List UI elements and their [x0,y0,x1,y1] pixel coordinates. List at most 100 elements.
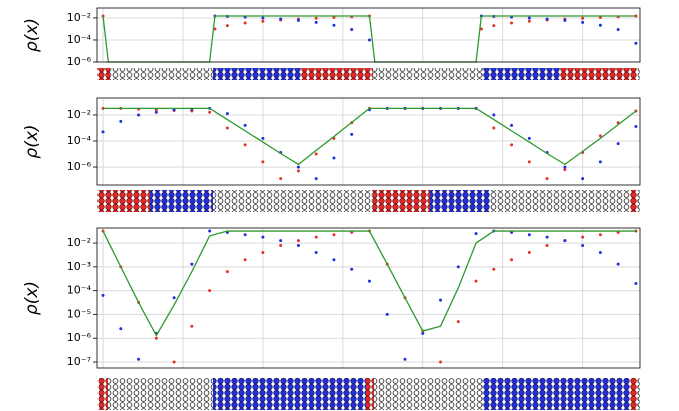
data-point [172,296,176,300]
data-point [492,126,496,130]
data-point [296,169,300,173]
y-tick-label: 10⁻⁴ [67,284,92,297]
data-point [581,16,585,20]
data-point [616,27,620,31]
data-point [137,113,141,117]
y-axis-label: ρ(x) [22,18,42,52]
data-point [367,279,371,283]
data-point [314,235,318,239]
data-point [439,298,443,302]
data-point [616,262,620,266]
series-line [102,15,636,63]
y-tick-label: 10⁻⁶ [67,55,92,68]
data-point [296,18,300,22]
data-point [634,14,638,18]
data-point [243,143,247,147]
data-point [208,110,212,114]
y-tick-label: 10⁻³ [67,260,91,273]
data-point [492,24,496,28]
data-point [527,251,531,255]
y-tick-label: 10⁻⁴ [67,134,92,147]
data-point [510,258,514,262]
data-point [492,267,496,271]
data-point [154,336,158,340]
data-point [527,233,531,237]
data-point [598,23,602,27]
y-tick-label: 10⁻⁵ [67,307,91,320]
data-point [403,357,407,361]
data-point [279,177,283,181]
data-point [119,119,123,123]
data-point [581,235,585,239]
data-point [119,327,123,331]
data-point [332,258,336,262]
data-point [296,239,300,243]
data-point [439,360,443,364]
data-point [332,15,336,19]
data-point [261,136,265,140]
data-point [598,233,602,237]
data-point [510,143,514,147]
data-point [243,21,247,25]
panel: 10⁻² 10⁻⁴ 10⁻⁶ ρ(x) [22,7,641,68]
data-point [137,357,141,361]
data-point [208,289,212,293]
data-point [225,112,229,116]
data-point [332,23,336,27]
data-point [332,233,336,237]
data-point [563,165,567,169]
data-point [279,17,283,21]
y-tick-label: 10⁻⁷ [67,355,91,368]
data-point [350,27,354,31]
data-point [243,123,247,127]
data-point [456,265,460,269]
data-point [243,233,247,237]
data-point [101,293,105,297]
y-tick-label: 10⁻⁶ [67,160,92,173]
ribbon-3 [97,378,640,410]
ribbon-1 [97,68,640,80]
data-point [474,232,478,236]
data-point [634,281,638,285]
data-point [634,41,638,45]
data-point [510,123,514,127]
data-point [474,279,478,283]
data-point [527,136,531,140]
data-point [598,134,602,138]
plot-frame [96,97,641,186]
y-axis-label: ρ(x) [22,281,42,315]
data-point [634,229,638,233]
data-point [101,106,105,110]
data-point [190,262,194,266]
data-point [510,21,514,25]
y-axis-label: ρ(x) [22,124,42,158]
panel: 10⁻² 10⁻³ 10⁻⁴ 10⁻⁵ 10⁻⁶ 10⁻⁷ ρ(x) [22,227,641,369]
data-point [634,124,638,128]
data-point [279,239,283,243]
y-tick-label: 10⁻² [67,236,91,249]
y-tick-label: 10⁻⁴ [67,33,92,46]
y-tick-label: 10⁻⁶ [67,331,92,344]
data-point [545,244,549,248]
data-point [243,258,247,262]
data-point [261,160,265,164]
data-point [385,312,389,316]
data-point [456,320,460,324]
data-point [296,165,300,169]
data-point [598,251,602,255]
data-point [225,126,229,130]
data-point [225,270,229,274]
data-point [314,16,318,20]
data-point [261,251,265,255]
data-point [261,16,265,20]
data-point [213,27,217,31]
ribbon-2 [97,190,640,212]
data-point [314,251,318,255]
data-point [208,229,212,233]
plot-area [97,228,640,368]
data-point [332,156,336,160]
data-point [492,113,496,117]
data-point [563,168,567,172]
data-point [101,130,105,134]
